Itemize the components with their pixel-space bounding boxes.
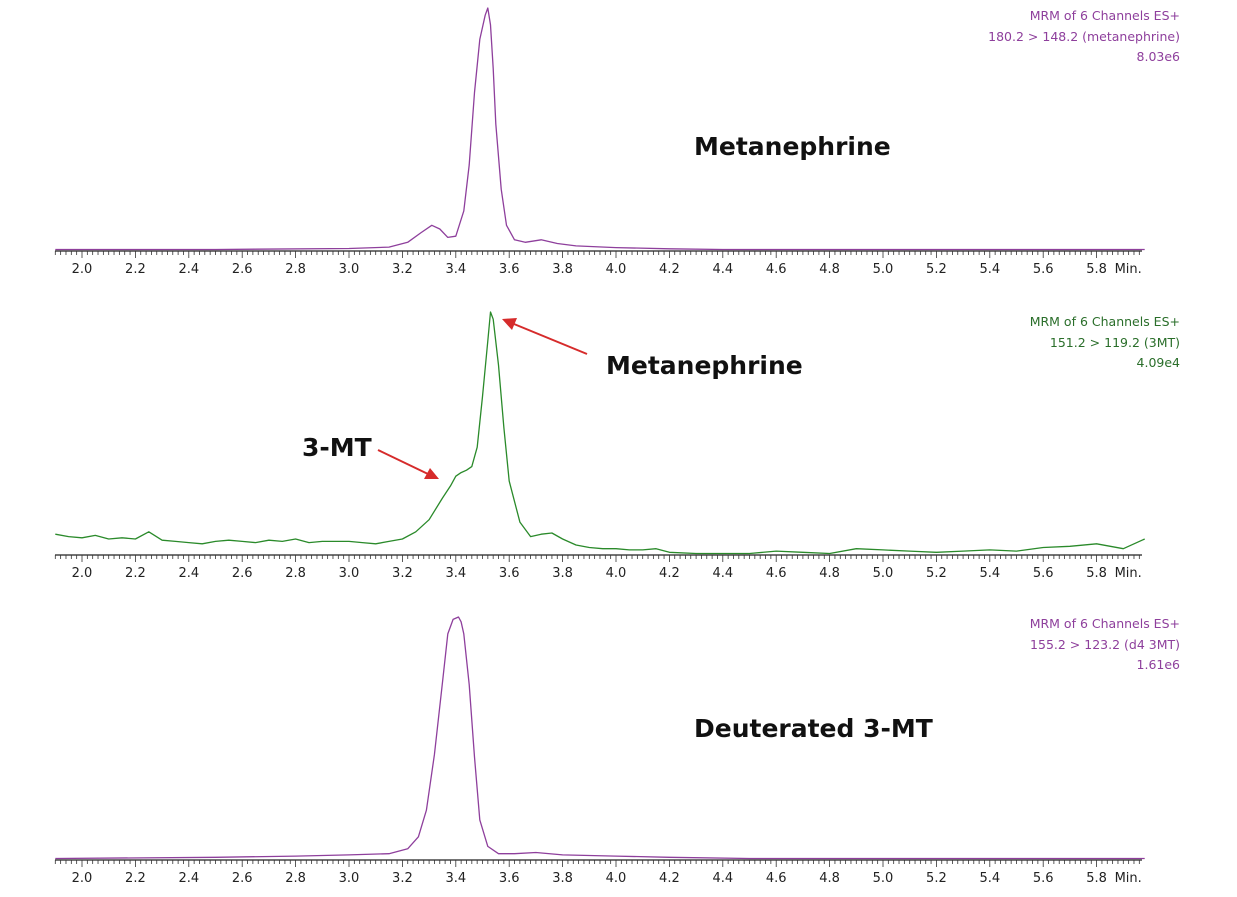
panel-1-tick-label: 2.8	[285, 262, 306, 277]
panel-2-tick-label: 2.8	[285, 566, 306, 581]
panel-3-tick-label: 4.2	[659, 871, 680, 886]
panel-1-tick-label: 5.2	[926, 262, 947, 277]
panel-1-tick-label: 5.8	[1086, 262, 1107, 277]
panel-3-tick-label: 2.2	[125, 871, 146, 886]
panel-2-tick-label: 4.8	[819, 566, 840, 581]
panel-1-tick-label: 2.2	[125, 262, 146, 277]
panel-1-tick-label: 3.2	[392, 262, 413, 277]
panel-3-tick-label: 5.6	[1033, 871, 1054, 886]
panel-3-tick-label: 2.8	[285, 871, 306, 886]
panel-1-tick-label: 3.6	[499, 262, 520, 277]
panel-3-tick-label: 2.6	[232, 871, 253, 886]
panel-3-x-unit-label: Min.	[1115, 871, 1142, 886]
panel-3-info-line-1: MRM of 6 Channels ES+	[1030, 616, 1180, 631]
panel-2-tick-label: 2.2	[125, 566, 146, 581]
panel-2-tick-label: 5.2	[926, 566, 947, 581]
panel-3-tick-label: 5.4	[979, 871, 1000, 886]
panel-2-trace-line	[55, 311, 1145, 555]
panel-2-tick-label: 2.4	[178, 566, 199, 581]
arrow-to-3mt-shoulder	[377, 449, 439, 479]
panel-2-info-line-3: 4.09e4	[1137, 355, 1181, 370]
panel-2-annotation-metanephrine: Metanephrine	[606, 351, 803, 380]
panel-3-tick-label: 4.8	[819, 871, 840, 886]
panel-2-tick-label: 3.4	[445, 566, 466, 581]
panel-3-minor-ticks	[54, 860, 1140, 867]
panel-2-tick-label: 4.6	[766, 566, 787, 581]
panel-3-annotation-deuterated-3mt: Deuterated 3-MT	[694, 714, 933, 743]
panel-2-info-line-2: 151.2 > 119.2 (3MT)	[1050, 335, 1180, 350]
panel-2-tick-label: 5.4	[979, 566, 1000, 581]
panel-1-tick-label: 4.0	[606, 262, 627, 277]
panel-1-tick-label: 2.6	[232, 262, 253, 277]
panel-3-tick-label: 5.2	[926, 871, 947, 886]
panel-1-tick-label: 3.4	[445, 262, 466, 277]
panel-2-minor-ticks	[54, 555, 1140, 562]
panel-1-tick-label: 3.0	[339, 262, 360, 277]
panel-deuterated-3mt-trace: MRM of 6 Channels ES+ 155.2 > 123.2 (d4 …	[54, 616, 1181, 886]
panel-1-info-line-1: MRM of 6 Channels ES+	[1030, 8, 1180, 23]
panel-3-tick-label: 5.8	[1086, 871, 1107, 886]
panel-2-tick-label: 2.6	[232, 566, 253, 581]
panel-3-trace-line	[55, 616, 1145, 860]
panel-1-tick-label: 4.6	[766, 262, 787, 277]
panel-3-tick-label: 2.4	[178, 871, 199, 886]
panel-2-annotation-3mt: 3-MT	[302, 433, 372, 462]
panel-1-x-unit-label: Min.	[1115, 262, 1142, 277]
panel-1-tick-label: 4.2	[659, 262, 680, 277]
panel-1-minor-ticks	[54, 251, 1140, 258]
panel-3-tick-label: 3.8	[552, 871, 573, 886]
panel-3-info-line-3: 1.61e6	[1137, 657, 1181, 672]
panel-3-tick-label: 3.6	[499, 871, 520, 886]
panel-1-info-line-2: 180.2 > 148.2 (metanephrine)	[988, 29, 1180, 44]
panel-1-trace-line	[55, 7, 1145, 251]
panel-1-annotation-metanephrine: Metanephrine	[694, 132, 891, 161]
panel-1-tick-label: 2.0	[72, 262, 93, 277]
panel-2-info-line-1: MRM of 6 Channels ES+	[1030, 314, 1180, 329]
panel-1-tick-label: 4.8	[819, 262, 840, 277]
panel-2-tick-label: 5.0	[873, 566, 894, 581]
panel-1-tick-label: 3.8	[552, 262, 573, 277]
panel-2-tick-label: 2.0	[72, 566, 93, 581]
panel-2-tick-label: 5.6	[1033, 566, 1054, 581]
panel-1-info-line-3: 8.03e6	[1137, 49, 1181, 64]
panel-3-tick-label: 3.4	[445, 871, 466, 886]
panel-1-tick-label: 4.4	[712, 262, 733, 277]
panel-3-tick-label: 4.6	[766, 871, 787, 886]
panel-3mt-trace: MRM of 6 Channels ES+ 151.2 > 119.2 (3MT…	[54, 311, 1181, 581]
arrow-to-metanephrine-peak	[502, 318, 588, 355]
panel-2-tick-label: 3.0	[339, 566, 360, 581]
panel-1-tick-label: 5.0	[873, 262, 894, 277]
panel-2-tick-label: 3.8	[552, 566, 573, 581]
panel-1-tick-label: 2.4	[178, 262, 199, 277]
panel-2-tick-label: 4.0	[606, 566, 627, 581]
panel-3-tick-label: 4.4	[712, 871, 733, 886]
panel-3-tick-label: 3.2	[392, 871, 413, 886]
panel-1-tick-label: 5.4	[979, 262, 1000, 277]
panel-2-tick-label: 3.6	[499, 566, 520, 581]
panel-3-tick-label: 2.0	[72, 871, 93, 886]
panel-3-tick-label: 4.0	[606, 871, 627, 886]
panel-3-tick-label: 3.0	[339, 871, 360, 886]
panel-2-tick-label: 3.2	[392, 566, 413, 581]
panel-3-info-line-2: 155.2 > 123.2 (d4 3MT)	[1030, 637, 1180, 652]
panel-1-tick-label: 5.6	[1033, 262, 1054, 277]
panel-2-tick-label: 4.2	[659, 566, 680, 581]
panel-2-tick-label: 4.4	[712, 566, 733, 581]
panel-2-x-unit-label: Min.	[1115, 566, 1142, 581]
panel-2-tick-label: 5.8	[1086, 566, 1107, 581]
panel-metanephrine-trace: MRM of 6 Channels ES+ 180.2 > 148.2 (met…	[54, 7, 1181, 277]
panel-3-tick-label: 5.0	[873, 871, 894, 886]
